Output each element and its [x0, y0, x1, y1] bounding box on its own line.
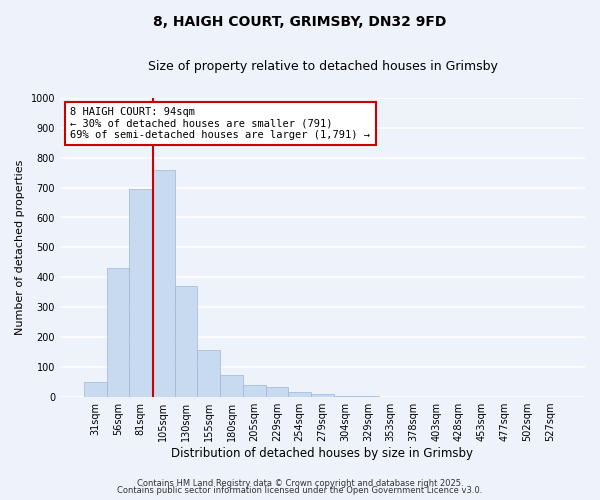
Text: 8 HAIGH COURT: 94sqm
← 30% of detached houses are smaller (791)
69% of semi-deta: 8 HAIGH COURT: 94sqm ← 30% of detached h…: [70, 107, 370, 140]
Title: Size of property relative to detached houses in Grimsby: Size of property relative to detached ho…: [148, 60, 497, 73]
Bar: [243, 385, 266, 397]
Y-axis label: Number of detached properties: Number of detached properties: [15, 160, 25, 335]
Bar: [84, 382, 107, 397]
Bar: [220, 374, 243, 397]
Bar: [197, 350, 220, 397]
Bar: [356, 396, 379, 397]
Bar: [266, 387, 289, 397]
Bar: [129, 189, 152, 397]
X-axis label: Distribution of detached houses by size in Grimsby: Distribution of detached houses by size …: [172, 447, 473, 460]
Bar: [289, 392, 311, 397]
Bar: [107, 268, 129, 397]
Bar: [152, 170, 175, 397]
Text: Contains public sector information licensed under the Open Government Licence v3: Contains public sector information licen…: [118, 486, 482, 495]
Bar: [311, 394, 334, 397]
Bar: [175, 286, 197, 397]
Text: Contains HM Land Registry data © Crown copyright and database right 2025.: Contains HM Land Registry data © Crown c…: [137, 478, 463, 488]
Bar: [334, 396, 356, 397]
Text: 8, HAIGH COURT, GRIMSBY, DN32 9FD: 8, HAIGH COURT, GRIMSBY, DN32 9FD: [154, 15, 446, 29]
